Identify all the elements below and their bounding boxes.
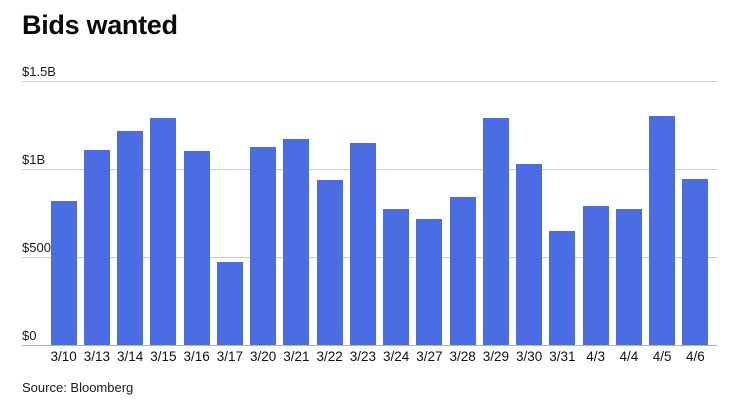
x-tick-label: 3/27 [416, 349, 443, 364]
bar-3/17 [216, 262, 243, 345]
bar-3/23 [349, 142, 376, 345]
bar-slot [479, 81, 512, 345]
x-tick-label: 3/15 [150, 349, 177, 364]
bar-3/15 [150, 117, 177, 345]
x-tick-label: 3/17 [216, 349, 244, 364]
bar-3/29 [482, 117, 509, 345]
x-tick-label: 3/29 [482, 349, 510, 364]
x-tick-label: 3/24 [382, 349, 410, 364]
x-tick-label: 3/14 [116, 349, 144, 364]
bar-4/5 [649, 116, 676, 345]
y-tick-label: $1.5B [22, 64, 56, 79]
x-axis-baseline: $0 [22, 328, 717, 346]
bar-slot [446, 81, 479, 345]
x-tick-label: 4/6 [685, 349, 705, 364]
bar-slot [147, 81, 180, 345]
bar-3/16 [183, 151, 210, 345]
source-attribution: Source: Bloomberg [22, 380, 134, 395]
bar-slot [513, 81, 546, 345]
x-tick-label: 3/30 [515, 349, 543, 364]
bar-3/10 [50, 200, 77, 345]
bar-slot [679, 81, 712, 345]
x-tick-label: 3/21 [283, 349, 310, 364]
x-tick-label: 3/28 [449, 349, 476, 364]
bar-3/13 [83, 149, 110, 345]
bar-4/3 [582, 205, 609, 345]
x-axis-labels: 3/10 3/13 3/14 3/15 3/16 3/17 3/20 3/21 3/22 3/23… [47, 349, 712, 364]
bar-slot [213, 81, 246, 345]
bar-3/14 [117, 131, 144, 345]
bar-slot [413, 81, 446, 345]
bar-slot [380, 81, 413, 345]
bar-slot [47, 81, 80, 345]
bar-4/6 [682, 178, 709, 345]
bar-3/24 [383, 209, 410, 345]
bar-slot [114, 81, 147, 345]
bar-slot [612, 81, 645, 345]
bar-slot [280, 81, 313, 345]
bar-chart-plot-area: $1.5B $1B $500M $0 [22, 64, 717, 346]
x-tick-label: 3/10 [50, 349, 77, 364]
x-tick-label: 4/3 [586, 349, 606, 364]
x-tick-label: 3/31 [549, 349, 576, 364]
x-tick-label: 4/4 [619, 349, 639, 364]
y-tick-label: $1B [22, 152, 46, 167]
x-tick-label: 3/16 [183, 349, 210, 364]
x-tick-label: 4/5 [652, 349, 672, 364]
bar-slot [579, 81, 612, 345]
x-tick-label: 3/20 [249, 349, 277, 364]
bar-slot [247, 81, 280, 345]
bar-3/20 [250, 147, 277, 345]
x-tick-label: 3/13 [83, 349, 111, 364]
bar-slot [546, 81, 579, 345]
x-tick-label: 3/23 [349, 349, 377, 364]
bar-3/27 [416, 219, 443, 345]
x-tick-label: 3/22 [316, 349, 343, 364]
bar-3/31 [549, 231, 576, 345]
bar-3/28 [449, 197, 476, 345]
bar-4/4 [615, 208, 642, 345]
bar-slot [80, 81, 113, 345]
bar-3/22 [316, 180, 343, 345]
bar-3/30 [516, 163, 543, 345]
bar-slot [313, 81, 346, 345]
bars-row [47, 81, 712, 345]
bar-3/21 [283, 139, 310, 345]
bar-slot [180, 81, 213, 345]
gridline: $1.5B [22, 64, 717, 82]
bar-slot [346, 81, 379, 345]
y-tick-label: $0 [22, 328, 37, 343]
chart-title: Bids wanted [22, 10, 178, 40]
bar-slot [646, 81, 679, 345]
